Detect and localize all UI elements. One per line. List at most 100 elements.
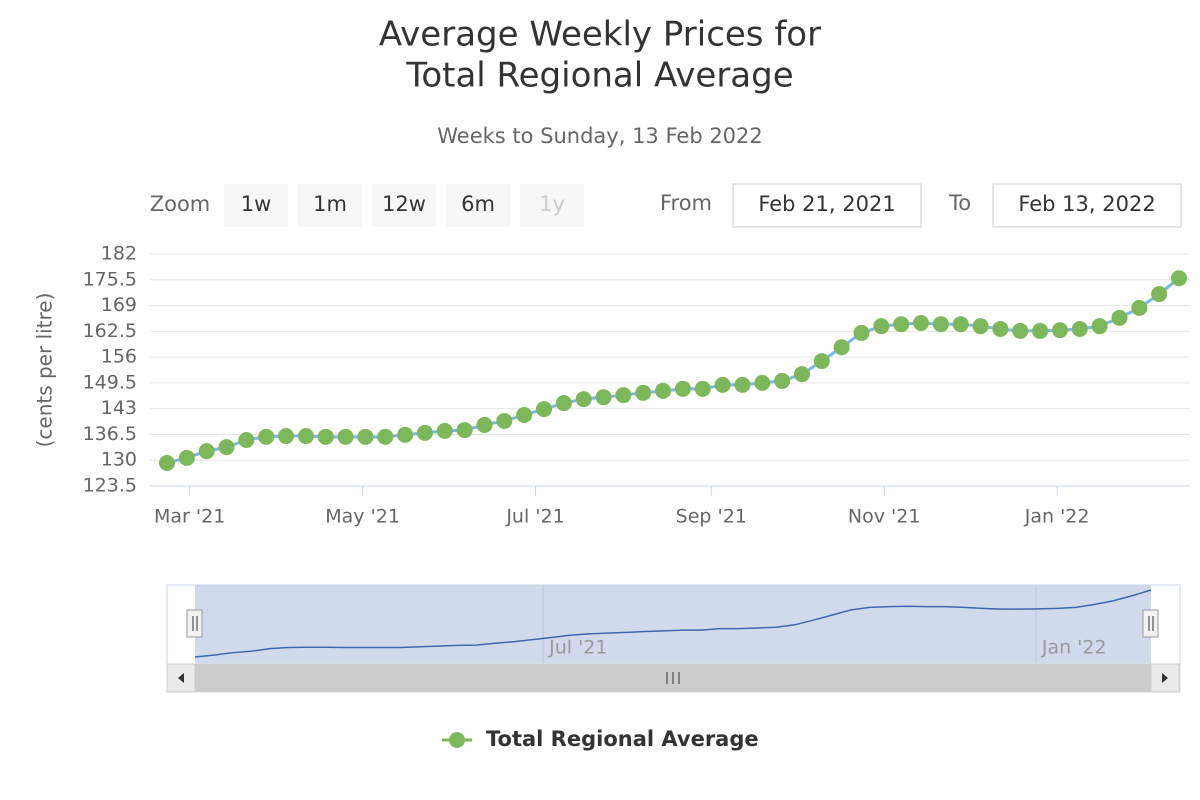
data-point <box>774 372 791 389</box>
zoom-button <box>520 184 584 227</box>
data-point <box>1032 322 1049 339</box>
data-point <box>178 449 195 466</box>
data-point <box>278 428 295 445</box>
zoom-button[interactable] <box>224 184 288 227</box>
series-line <box>166 277 1180 465</box>
to-label: To <box>948 191 971 215</box>
navigator-handle[interactable] <box>1142 609 1159 638</box>
navigator-tick-label: Jul '21 <box>548 637 607 659</box>
data-point <box>615 387 632 404</box>
x-tick-label: Nov '21 <box>848 506 921 528</box>
data-point <box>238 431 255 448</box>
data-point <box>833 339 850 356</box>
x-tick-label: Mar '21 <box>154 506 225 528</box>
y-tick-label: 136.5 <box>83 423 137 445</box>
data-point <box>436 422 453 439</box>
zoom-button-label[interactable]: 6m <box>461 192 495 216</box>
x-tick-label: May '21 <box>325 506 400 528</box>
data-point <box>159 454 175 471</box>
data-point <box>793 366 810 383</box>
zoom-button-label[interactable]: 12w <box>382 192 426 216</box>
data-point <box>377 428 394 445</box>
data-point <box>1111 309 1128 326</box>
data-point <box>456 422 473 439</box>
data-point <box>873 318 890 335</box>
scrollbar-arrow <box>178 673 184 683</box>
data-point <box>714 376 731 393</box>
data-point <box>496 412 513 429</box>
x-tick-label: Sep '21 <box>676 506 747 528</box>
data-point <box>1071 320 1088 337</box>
data-point <box>357 428 374 445</box>
zoom-button[interactable] <box>372 184 436 227</box>
chart-title: Average Weekly Prices for <box>379 15 821 55</box>
y-tick-label: 175.5 <box>83 268 137 290</box>
navigator-handle-grip <box>1148 616 1154 631</box>
x-tick-label: Jul '21 <box>505 506 564 528</box>
data-point <box>595 389 612 406</box>
data-point <box>655 382 672 399</box>
data-point <box>1012 322 1029 339</box>
data-point <box>932 316 949 333</box>
from-label: From <box>660 191 712 215</box>
chart-title: Total Regional Average <box>405 56 793 96</box>
y-tick-label: 130 <box>101 449 137 471</box>
zoom-button-label[interactable]: 1m <box>313 192 347 216</box>
data-point <box>297 428 314 445</box>
navigator-tick-label: Jan '22 <box>1041 637 1107 659</box>
scrollbar-grip <box>666 672 680 684</box>
x-tick-label: Jan '22 <box>1024 506 1090 528</box>
scrollbar-arrow <box>1162 673 1168 683</box>
data-point <box>258 428 275 445</box>
data-point <box>1091 318 1108 335</box>
navigator-line <box>194 589 1152 658</box>
scrollbar-button[interactable] <box>1150 663 1180 693</box>
data-point <box>198 443 215 460</box>
data-point <box>1151 286 1168 303</box>
legend-marker[interactable] <box>449 732 465 748</box>
data-point <box>575 391 592 408</box>
from-value[interactable]: Feb 21, 2021 <box>758 192 895 216</box>
data-point <box>1131 299 1148 316</box>
data-point <box>476 416 493 433</box>
y-tick-label: 143 <box>101 397 137 419</box>
data-point <box>397 426 414 443</box>
data-point <box>555 395 572 412</box>
navigator-handle[interactable] <box>186 609 203 638</box>
data-point <box>972 318 989 335</box>
data-point <box>337 428 354 445</box>
data-point <box>1171 270 1187 287</box>
data-point <box>635 384 652 401</box>
to-value[interactable]: Feb 13, 2022 <box>1018 192 1155 216</box>
y-tick-label: 162.5 <box>83 320 137 342</box>
navigator-mask <box>195 585 1151 664</box>
zoom-button-label: 1y <box>539 192 565 216</box>
data-point <box>516 407 533 424</box>
navigator-handle-grip <box>192 616 198 631</box>
data-point <box>674 380 691 397</box>
zoom-label: Zoom <box>150 192 211 216</box>
data-point <box>1051 322 1068 339</box>
y-tick-label: 182 <box>101 243 137 265</box>
zoom-button-label[interactable]: 1w <box>241 192 272 216</box>
data-point <box>416 424 433 441</box>
data-point <box>893 316 910 333</box>
y-tick-label: 123.5 <box>83 475 137 497</box>
data-point <box>952 316 969 333</box>
data-point <box>734 376 751 393</box>
data-point <box>992 320 1009 337</box>
y-axis-title: (cents per litre) <box>33 293 57 448</box>
data-point <box>853 324 870 341</box>
data-point <box>754 374 771 391</box>
y-tick-label: 169 <box>101 294 137 316</box>
to-input[interactable] <box>992 183 1182 228</box>
zoom-button[interactable] <box>298 184 362 227</box>
y-tick-label: 156 <box>101 346 137 368</box>
chart-subtitle: Weeks to Sunday, 13 Feb 2022 <box>437 124 763 148</box>
legend-label[interactable]: Total Regional Average <box>486 727 759 751</box>
zoom-button[interactable] <box>446 184 510 227</box>
data-point <box>218 439 235 456</box>
data-point <box>317 428 334 445</box>
from-input[interactable] <box>732 183 922 228</box>
